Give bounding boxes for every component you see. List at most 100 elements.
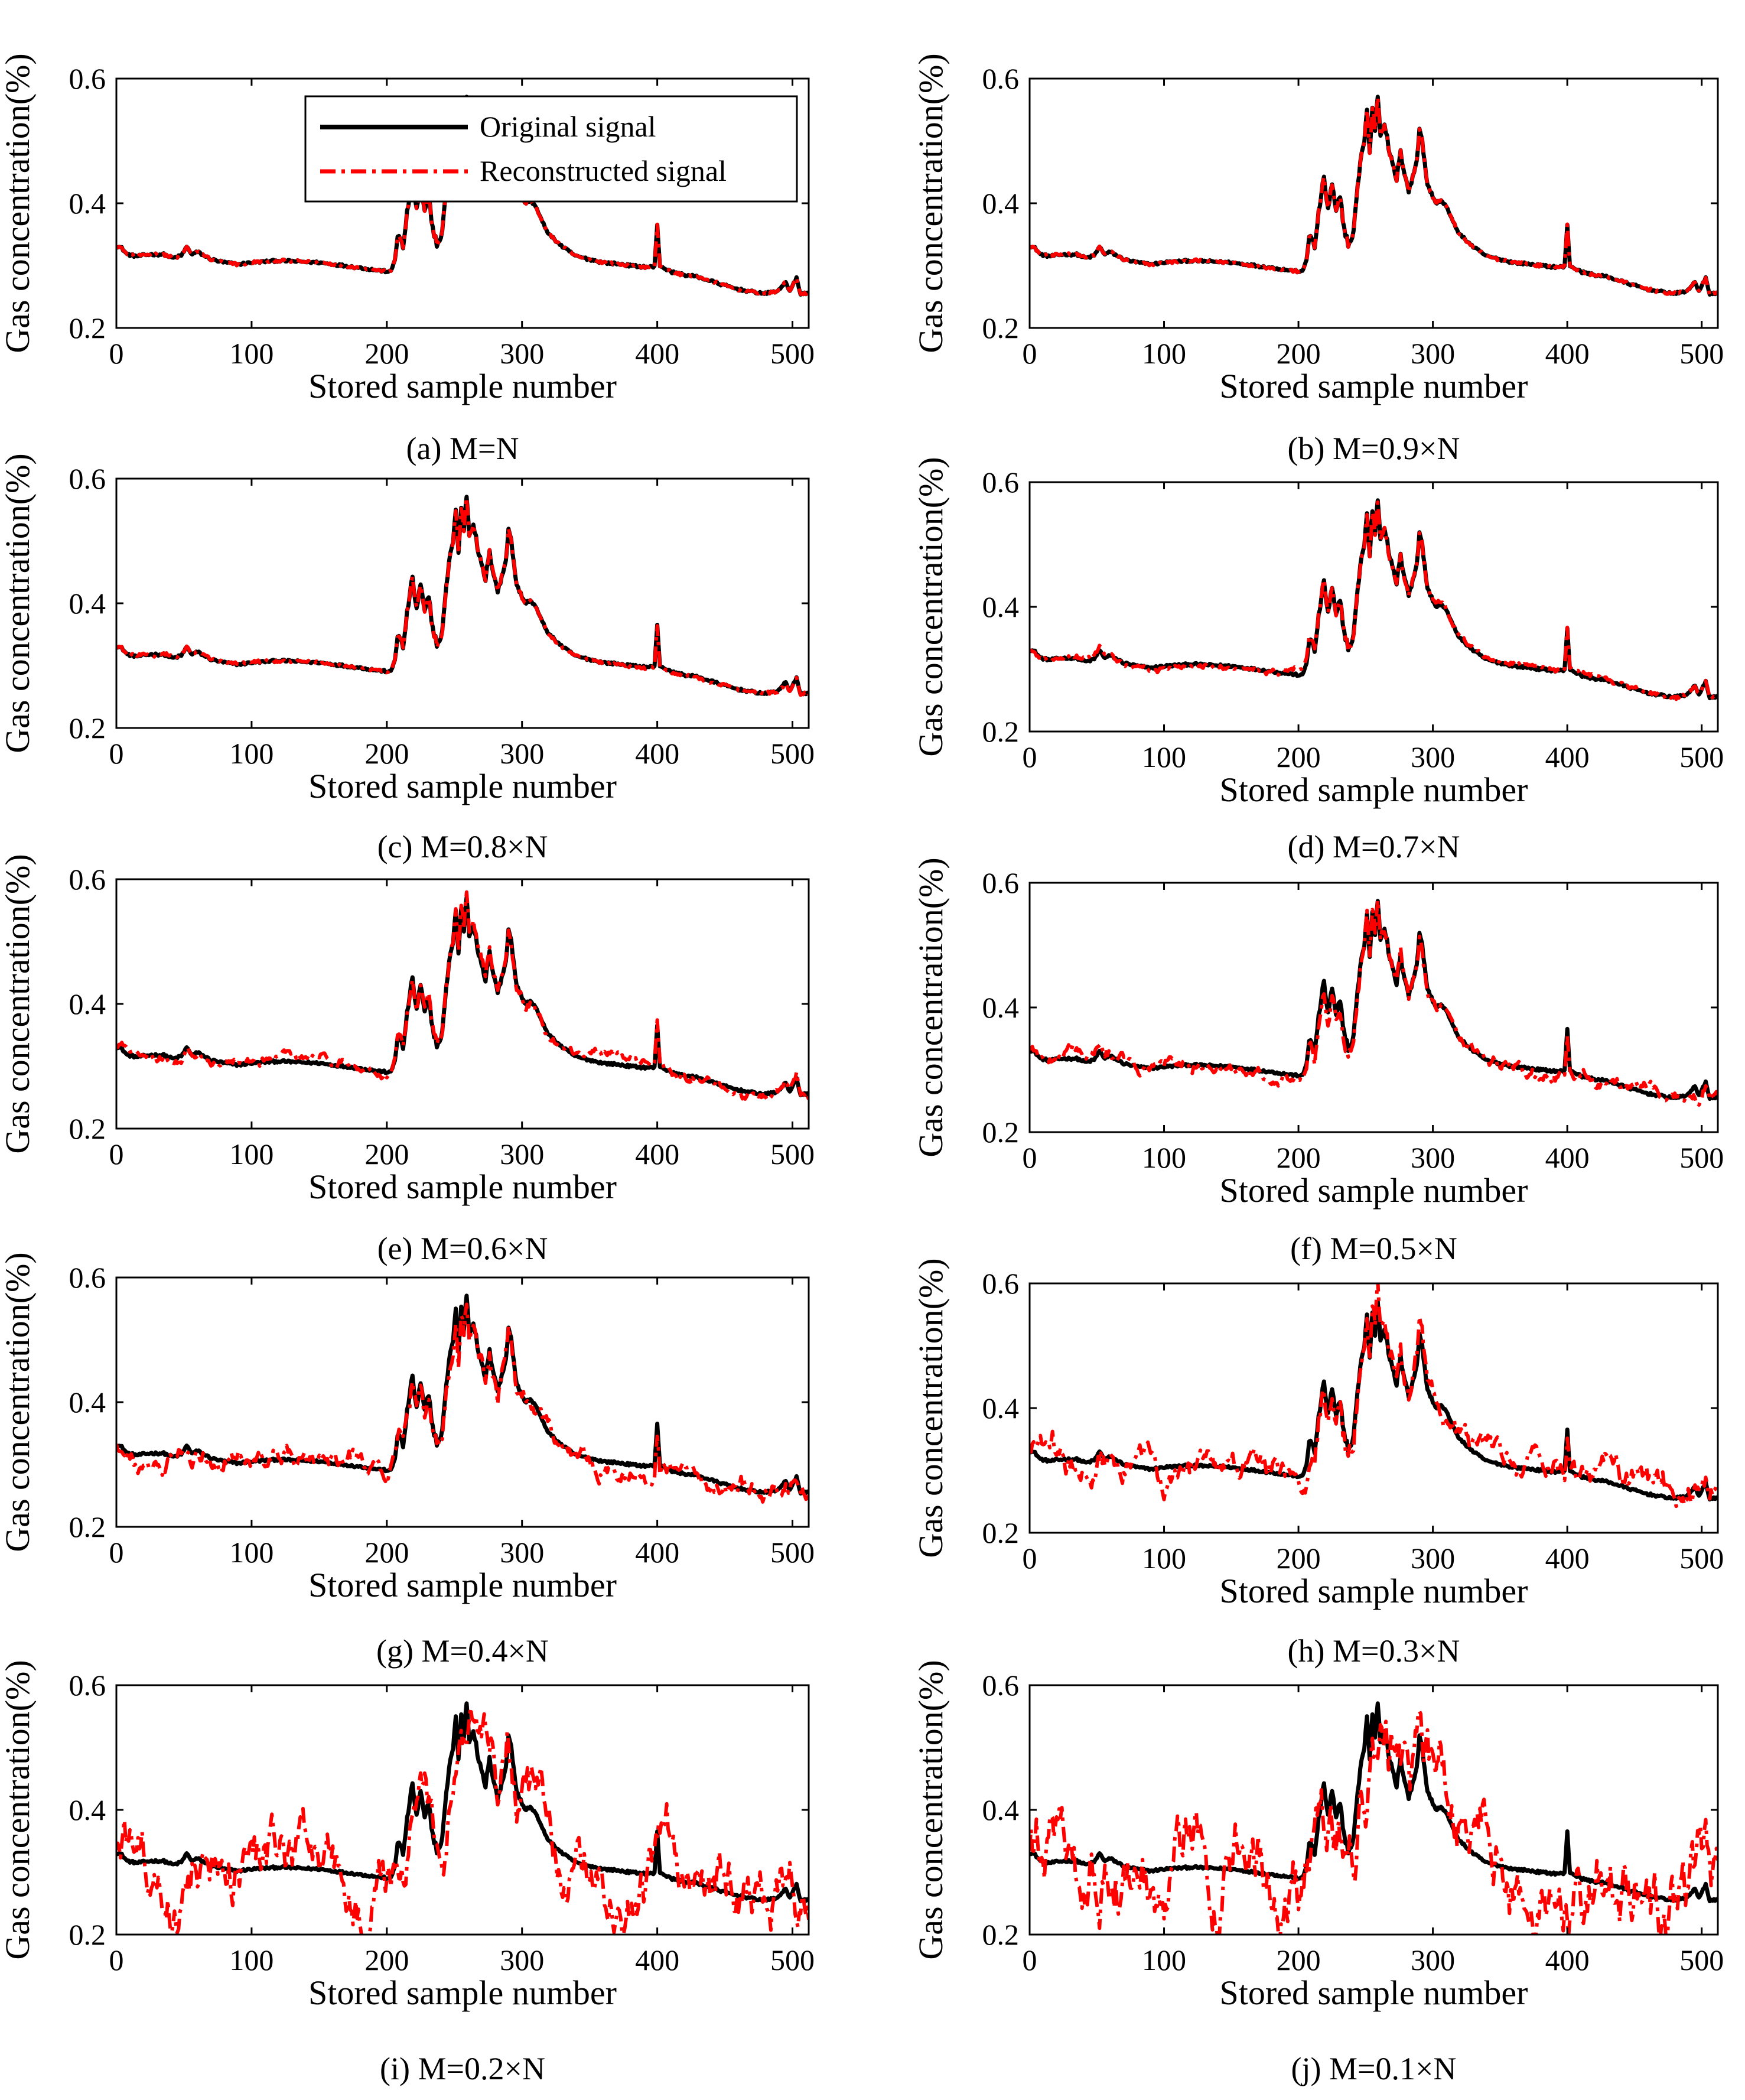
legend-reconstructed-label: Reconstructed signal — [480, 154, 727, 187]
panel-caption: (f) M=0.5×N — [1290, 1231, 1457, 1266]
x-axis-title: Stored sample number — [308, 1168, 617, 1206]
reconstructed-signal-line — [1030, 898, 1718, 1107]
panel-f: 0 100 200 300 400 500 0.2 0.4 0.6 Stored sample n… — [911, 857, 1724, 1266]
y-tick-label: 0.6 — [982, 466, 1020, 499]
y-tick-label: 0.4 — [982, 187, 1020, 220]
x-tick-label: 400 — [635, 1137, 679, 1171]
x-tick-label: 300 — [1411, 740, 1455, 773]
x-tick-label: 100 — [229, 1943, 274, 1977]
panel-caption: (h) M=0.3×N — [1288, 1633, 1460, 1669]
x-tick-label: 200 — [1277, 1542, 1321, 1575]
y-tick-label: 0.6 — [982, 62, 1020, 95]
x-axis-title: Stored sample number — [1220, 771, 1528, 809]
x-axis-title: Stored sample number — [1220, 367, 1528, 405]
y-tick-label: 0.2 — [69, 711, 106, 745]
panel-caption: (i) M=0.2×N — [380, 2051, 545, 2086]
x-axis-title: Stored sample number — [308, 1974, 617, 2012]
y-tick-label: 0.4 — [982, 1392, 1020, 1425]
x-axis-title: Stored sample number — [1220, 1974, 1528, 2012]
y-tick-label: 0.4 — [982, 590, 1020, 623]
y-axis-title: Gas concentration(%) — [0, 1252, 37, 1552]
reconstructed-signal-line — [1030, 1709, 1718, 1935]
x-tick-label: 200 — [364, 1137, 409, 1171]
x-tick-label: 100 — [229, 1536, 274, 1569]
y-tick-label: 0.2 — [69, 311, 106, 344]
x-tick-label: 500 — [770, 1536, 815, 1569]
y-tick-label: 0.4 — [982, 1793, 1020, 1826]
x-tick-label: 200 — [1277, 1141, 1321, 1174]
x-tick-label: 300 — [1411, 1542, 1455, 1575]
x-tick-label: 300 — [500, 337, 544, 370]
x-tick-label: 0 — [1023, 1943, 1037, 1977]
panel-caption: (j) M=0.1×N — [1291, 2051, 1457, 2086]
y-tick-label: 0.6 — [69, 1669, 106, 1702]
x-tick-label: 400 — [635, 1943, 679, 1977]
y-axis-title: Gas concentration(%) — [911, 857, 950, 1157]
y-tick-label: 0.2 — [982, 1116, 1020, 1149]
panel-j: 0 100 200 300 400 500 0.2 0.4 0.6 Stored sample n… — [911, 1660, 1724, 2086]
panel-g: 0 100 200 300 400 500 0.2 0.4 0.6 Stored sample n… — [0, 1252, 815, 1669]
x-tick-label: 200 — [364, 1943, 409, 1977]
y-tick-label: 0.6 — [69, 462, 106, 495]
y-axis-title: Gas concentration(%) — [911, 1258, 950, 1558]
y-tick-label: 0.4 — [982, 991, 1020, 1024]
x-axis-title: Stored sample number — [1220, 1572, 1528, 1610]
x-tick-label: 300 — [500, 737, 544, 770]
x-tick-label: 500 — [1679, 740, 1724, 773]
y-tick-label: 0.4 — [69, 187, 106, 220]
y-tick-label: 0.2 — [982, 1918, 1020, 1951]
x-tick-label: 100 — [1142, 1943, 1186, 1977]
x-tick-label: 200 — [364, 737, 409, 770]
x-axis-title: Stored sample number — [308, 1566, 617, 1604]
x-tick-label: 100 — [1142, 1542, 1186, 1575]
x-tick-label: 500 — [1679, 1943, 1724, 1977]
y-axis-title: Gas concentration(%) — [0, 453, 37, 753]
x-tick-label: 0 — [1023, 1141, 1037, 1174]
panel-caption: (b) M=0.9×N — [1288, 431, 1460, 466]
x-tick-label: 0 — [1023, 337, 1037, 370]
y-tick-label: 0.4 — [69, 987, 106, 1020]
x-tick-label: 500 — [770, 337, 815, 370]
y-tick-label: 0.6 — [69, 1261, 106, 1294]
y-tick-label: 0.6 — [982, 1267, 1020, 1300]
y-tick-label: 0.6 — [982, 1669, 1020, 1702]
x-tick-label: 100 — [1142, 337, 1186, 370]
x-axis-title: Stored sample number — [308, 767, 617, 805]
x-tick-label: 100 — [229, 737, 274, 770]
x-tick-label: 200 — [1277, 337, 1321, 370]
y-tick-label: 0.4 — [69, 1386, 106, 1419]
panel-caption: (a) M=N — [406, 431, 519, 466]
panel-d: 0 100 200 300 400 500 0.2 0.4 0.6 Stored sample n… — [911, 457, 1724, 864]
x-axis-title: Stored sample number — [1220, 1171, 1528, 1210]
y-tick-label: 0.2 — [982, 715, 1020, 748]
x-tick-label: 300 — [500, 1536, 544, 1569]
x-tick-label: 400 — [1545, 337, 1590, 370]
panel-caption: (d) M=0.7×N — [1288, 829, 1460, 864]
x-tick-label: 200 — [1277, 740, 1321, 773]
x-tick-label: 100 — [1142, 1141, 1186, 1174]
legend: Original signal Reconstructed signal — [304, 95, 798, 203]
legend-original-label: Original signal — [480, 110, 656, 143]
reconstructed-signal-line — [116, 1302, 809, 1504]
y-tick-label: 0.2 — [982, 311, 1020, 344]
x-tick-label: 300 — [1411, 1141, 1455, 1174]
y-tick-label: 0.6 — [69, 863, 106, 896]
reconstructed-signal-line — [116, 890, 809, 1101]
panel-caption: (g) M=0.4×N — [376, 1633, 549, 1669]
original-signal-line — [116, 495, 809, 697]
y-tick-label: 0.2 — [69, 1510, 106, 1543]
y-tick-label: 0.2 — [982, 1516, 1020, 1549]
y-axis-title: Gas concentration(%) — [911, 1660, 950, 1959]
x-tick-label: 100 — [229, 1137, 274, 1171]
x-axis-title: Stored sample number — [308, 367, 617, 405]
panel-b: 0 100 200 300 400 500 0.2 0.4 0.6 Stored sample n… — [911, 53, 1724, 466]
x-tick-label: 0 — [109, 1536, 124, 1569]
y-axis-title: Gas concentration(%) — [911, 457, 950, 756]
reconstructed-signal-line — [1030, 500, 1718, 701]
x-tick-label: 400 — [635, 737, 679, 770]
panel-e: 0 100 200 300 400 500 0.2 0.4 0.6 Stored sample n… — [0, 854, 815, 1266]
panel-c: 0 100 200 300 400 500 0.2 0.4 0.6 Stored sample n… — [0, 453, 815, 864]
x-tick-label: 200 — [364, 1536, 409, 1569]
x-tick-label: 300 — [500, 1137, 544, 1171]
